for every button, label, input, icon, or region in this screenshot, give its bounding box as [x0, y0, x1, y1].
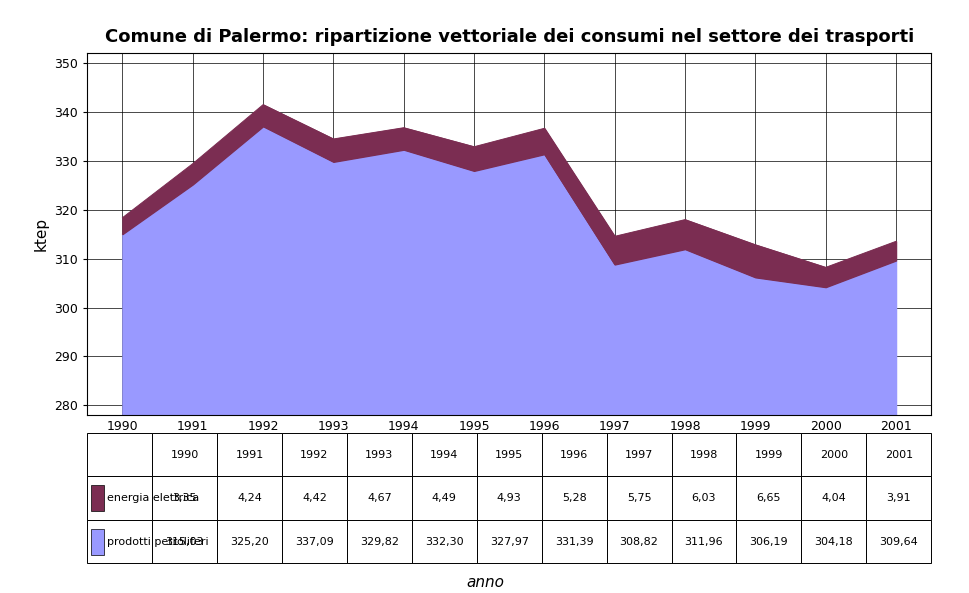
Text: 1994: 1994: [429, 449, 458, 460]
Bar: [735, 520, 800, 563]
Text: 1991: 1991: [235, 449, 264, 460]
Text: 331,39: 331,39: [554, 537, 593, 547]
Text: 4,93: 4,93: [496, 493, 521, 503]
Bar: [90, 485, 104, 511]
Bar: [282, 476, 347, 520]
Bar: [606, 433, 671, 476]
Bar: [412, 520, 477, 563]
Text: energia elettrica: energia elettrica: [107, 493, 199, 503]
Bar: [152, 476, 217, 520]
Bar: [412, 433, 477, 476]
Bar: [735, 476, 800, 520]
Text: 1992: 1992: [300, 449, 328, 460]
Bar: [800, 476, 865, 520]
Text: 4,24: 4,24: [236, 493, 262, 503]
Bar: [347, 520, 412, 563]
Bar: [152, 433, 217, 476]
Text: 327,97: 327,97: [489, 537, 528, 547]
Title: Comune di Palermo: ripartizione vettoriale dei consumi nel settore dei trasporti: Comune di Palermo: ripartizione vettoria…: [105, 28, 913, 46]
Text: 4,49: 4,49: [431, 493, 456, 503]
Bar: [541, 433, 606, 476]
Bar: [282, 520, 347, 563]
Y-axis label: ktep: ktep: [34, 217, 48, 251]
Text: 308,82: 308,82: [619, 537, 658, 547]
Text: 309,64: 309,64: [879, 537, 918, 547]
Text: 1999: 1999: [754, 449, 782, 460]
Bar: [347, 433, 412, 476]
Text: 329,82: 329,82: [359, 537, 398, 547]
Bar: [671, 476, 735, 520]
Bar: [865, 433, 930, 476]
Text: 3,91: 3,91: [886, 493, 910, 503]
Bar: [735, 433, 800, 476]
Bar: [87, 520, 152, 563]
Text: 6,03: 6,03: [691, 493, 715, 503]
Bar: [217, 520, 282, 563]
Text: 1997: 1997: [624, 449, 652, 460]
Bar: [152, 520, 217, 563]
Text: 1993: 1993: [365, 449, 393, 460]
Bar: [865, 520, 930, 563]
Text: prodotti petroliferi: prodotti petroliferi: [107, 537, 208, 547]
Text: 2001: 2001: [884, 449, 912, 460]
Text: 304,18: 304,18: [814, 537, 853, 547]
Text: 3,35: 3,35: [172, 493, 197, 503]
Bar: [87, 476, 152, 520]
Bar: [671, 433, 735, 476]
Bar: [90, 528, 104, 554]
Bar: [800, 433, 865, 476]
Text: 315,03: 315,03: [166, 537, 203, 547]
Bar: [217, 433, 282, 476]
Bar: [541, 520, 606, 563]
Text: 4,67: 4,67: [366, 493, 391, 503]
Text: 1995: 1995: [494, 449, 523, 460]
Text: 5,75: 5,75: [626, 493, 651, 503]
Bar: [347, 476, 412, 520]
Bar: [477, 476, 541, 520]
Bar: [541, 476, 606, 520]
Bar: [865, 476, 930, 520]
Text: 2000: 2000: [819, 449, 847, 460]
Bar: [671, 520, 735, 563]
Text: 311,96: 311,96: [684, 537, 723, 547]
Text: anno: anno: [465, 575, 504, 590]
Bar: [282, 433, 347, 476]
Bar: [87, 433, 152, 476]
Text: 1998: 1998: [689, 449, 717, 460]
Bar: [606, 520, 671, 563]
Bar: [477, 433, 541, 476]
Bar: [800, 520, 865, 563]
Text: 5,28: 5,28: [561, 493, 586, 503]
Text: 306,19: 306,19: [749, 537, 788, 547]
Text: 325,20: 325,20: [230, 537, 268, 547]
Text: 1996: 1996: [559, 449, 587, 460]
Text: 6,65: 6,65: [756, 493, 780, 503]
Text: 4,42: 4,42: [301, 493, 327, 503]
Text: 1990: 1990: [171, 449, 199, 460]
Bar: [606, 476, 671, 520]
Bar: [412, 476, 477, 520]
Text: 337,09: 337,09: [295, 537, 333, 547]
Text: 4,04: 4,04: [821, 493, 845, 503]
Text: 332,30: 332,30: [424, 537, 463, 547]
Bar: [477, 520, 541, 563]
Bar: [217, 476, 282, 520]
